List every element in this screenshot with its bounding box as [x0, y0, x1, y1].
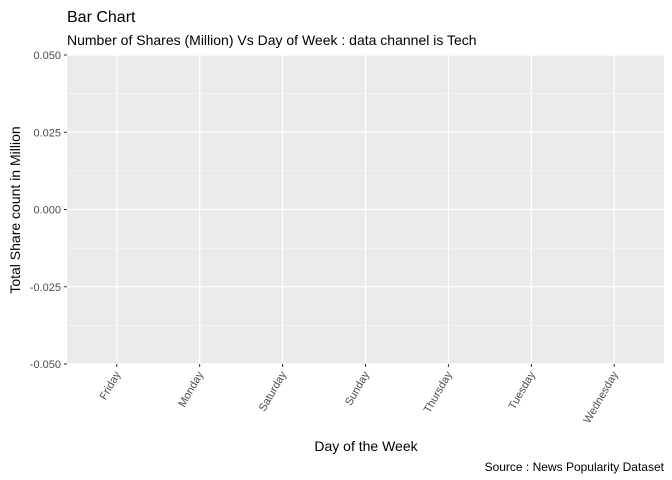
x-tick-label: Saturday [257, 369, 290, 414]
chart-title: Bar Chart [67, 9, 136, 26]
x-tick-label: Thursday [422, 369, 456, 415]
y-tick-label: -0.050 [30, 359, 61, 371]
x-tick-label: Friday [98, 369, 124, 402]
caption: Source : News Popularity Dataset [485, 460, 665, 474]
x-axis-label: Day of the Week [314, 438, 418, 454]
y-tick-label: 0.025 [33, 127, 61, 139]
y-tick-label: 0.000 [33, 205, 61, 217]
x-tick-label: Tuesday [507, 369, 539, 412]
y-axis-label: Total Share count in Million [7, 126, 23, 293]
y-tick-label: -0.025 [30, 282, 61, 294]
x-tick-label: Wednesday [582, 369, 622, 426]
y-tick-label: 0.050 [33, 50, 61, 62]
x-tick-label: Sunday [343, 369, 372, 408]
chart-subtitle: Number of Shares (Million) Vs Day of Wee… [67, 32, 477, 48]
x-tick-label: Monday [176, 369, 206, 409]
